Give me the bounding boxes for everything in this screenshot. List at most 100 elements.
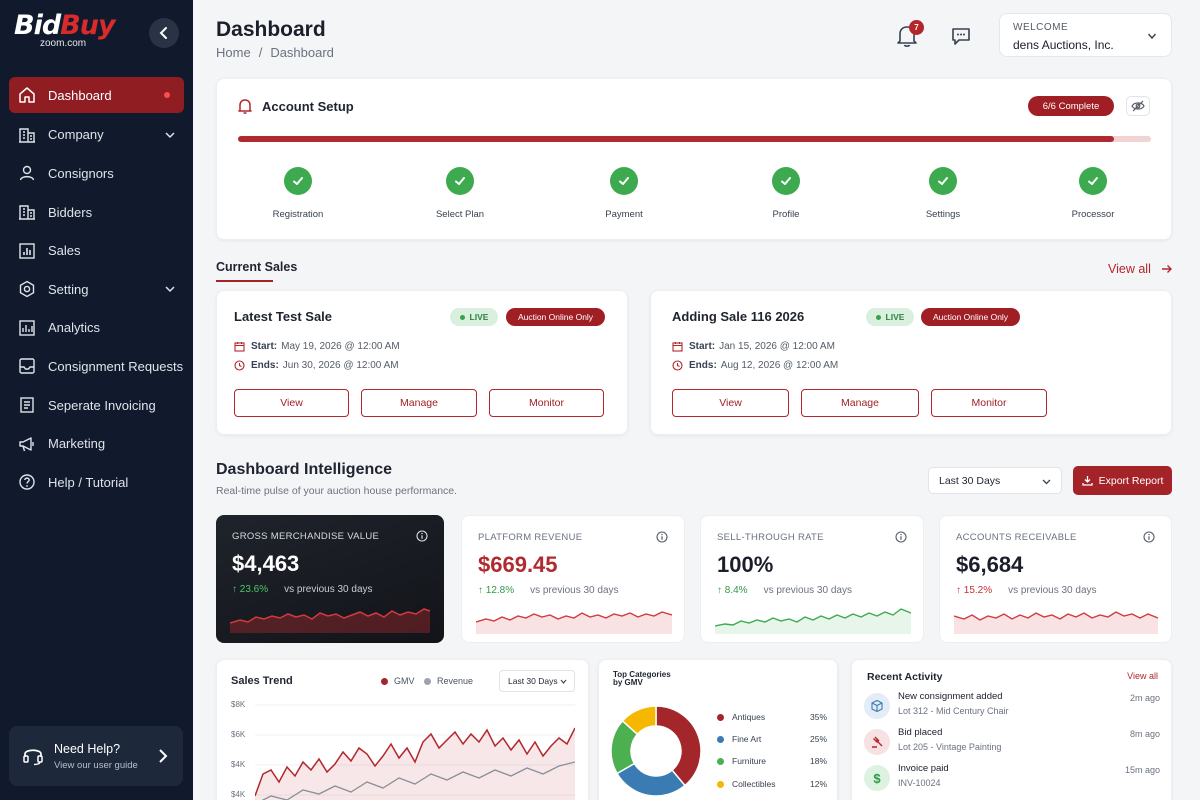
kpi-change: ↑ 12.8% vs previous 30 days <box>478 585 619 596</box>
view-all-activity-link[interactable]: View all <box>1127 671 1158 681</box>
kpi-card-revenue: PLATFORM REVENUE $669.45 ↑ 12.8% vs previ… <box>461 515 685 643</box>
eye-off-icon <box>1131 100 1145 112</box>
account-name: dens Auctions, Inc. <box>1013 38 1114 52</box>
breadcrumb-home[interactable]: Home <box>216 45 251 60</box>
collapse-sidebar-button[interactable] <box>149 18 179 48</box>
sidebar-item-help-tutorial[interactable]: Help / Tutorial <box>9 463 184 502</box>
activity-detail: Lot 205 - Vintage Painting <box>898 742 1002 752</box>
sidebar-item-consignors[interactable]: Consignors <box>9 154 184 193</box>
sidebar-item-setting[interactable]: Setting <box>9 270 184 309</box>
kpi-card-sell-through: SELL-THROUGH RATE 100% ↑ 8.4% vs previous… <box>700 515 924 643</box>
sidebar-item-consignment-requests[interactable]: Consignment Requests <box>9 347 184 386</box>
info-icon[interactable] <box>895 531 907 543</box>
sidebar-item-company[interactable]: Company <box>9 116 184 155</box>
check-circle-icon <box>1079 167 1107 195</box>
intelligence-subtitle: Real-time pulse of your auction house pe… <box>216 485 458 497</box>
sale-name: Adding Sale 116 2026 <box>672 309 805 324</box>
monitor-sale-button[interactable]: Monitor <box>931 389 1047 417</box>
view-all-label: View all <box>1108 262 1151 276</box>
megaphone-icon <box>17 434 37 454</box>
setup-step-processor: Processor <box>1043 167 1143 220</box>
sidebar-item-seperate-invoicing[interactable]: Seperate Invoicing <box>9 386 184 425</box>
analytics-icon <box>17 318 37 338</box>
setup-status-badge: 6/6 Complete <box>1028 96 1114 116</box>
category-row: Fine Art 25% <box>717 734 827 744</box>
setup-progress-fill <box>238 136 1115 142</box>
message-icon[interactable] <box>950 25 972 47</box>
trend-range-value: Last 30 Days <box>508 676 558 686</box>
donut-slice-collectibles[interactable] <box>621 705 657 736</box>
box-icon <box>864 693 890 719</box>
categories-donut-chart <box>610 705 702 797</box>
home-icon <box>17 85 37 105</box>
legend-revenue: Revenue <box>424 676 473 686</box>
setup-step-label: Settings <box>925 209 961 220</box>
calendar-icon <box>672 342 683 352</box>
category-row: Antiques 35% <box>717 712 827 722</box>
setup-progress-bar <box>238 136 1151 142</box>
kpi-change: ↑ 8.4% vs previous 30 days <box>717 585 852 596</box>
chart-doc-icon <box>17 241 37 261</box>
check-circle-icon <box>929 167 957 195</box>
info-icon[interactable] <box>656 531 668 543</box>
export-report-button[interactable]: Export Report <box>1073 466 1172 495</box>
kpi-label: ACCOUNTS RECEIVABLE <box>956 532 1077 543</box>
sidebar-item-sales[interactable]: Sales <box>9 231 184 270</box>
kpi-card-receivable: ACCOUNTS RECEIVABLE $6,684 ↑ 15.2% vs pre… <box>939 515 1172 643</box>
check-circle-icon <box>284 167 312 195</box>
sidebar-item-label: Consignment Requests <box>48 358 184 374</box>
activity-time: 8m ago <box>1129 729 1160 739</box>
sales-trend-chart <box>255 704 575 800</box>
view-sale-button[interactable]: View <box>672 389 789 417</box>
sidebar-item-label: Seperate Invoicing <box>48 397 156 413</box>
activity-item[interactable]: Bid placed Lot 205 - Vintage Painting 8m… <box>864 727 1160 761</box>
setup-step-label: Payment <box>605 209 643 220</box>
need-help-card[interactable]: Need Help? View our user guide <box>9 726 183 786</box>
sale-name: Latest Test Sale <box>234 309 333 324</box>
setup-step-label: Select Plan <box>435 209 485 220</box>
sell-through-sparkline <box>715 608 911 634</box>
sidebar-item-label: Sales <box>48 243 81 259</box>
download-icon <box>1081 476 1093 486</box>
y-tick-label: $4K <box>231 790 246 799</box>
chevron-down-icon <box>165 286 175 293</box>
notification-count-badge: 7 <box>909 20 924 35</box>
calendar-icon <box>234 342 245 352</box>
live-badge: LIVE <box>450 308 498 326</box>
manage-sale-button[interactable]: Manage <box>801 389 919 417</box>
revenue-sparkline <box>476 611 672 634</box>
sidebar-item-dashboard[interactable]: Dashboard <box>9 77 184 113</box>
gmv-sparkline <box>230 608 430 633</box>
auction-type-badge: Auction Online Only <box>506 308 605 326</box>
setup-step-label: Registration <box>272 209 324 220</box>
date-range-select[interactable]: Last 30 Days <box>928 467 1062 494</box>
kpi-value: $4,463 <box>232 551 300 576</box>
activity-item[interactable]: $ Invoice paid INV-10024 15m ago <box>864 763 1160 797</box>
sidebar-item-bidders[interactable]: Bidders <box>9 193 184 232</box>
manage-sale-button[interactable]: Manage <box>361 389 477 417</box>
setup-step-registration: Registration <box>248 167 348 220</box>
view-sale-button[interactable]: View <box>234 389 349 417</box>
account-switcher[interactable]: WELCOME dens Auctions, Inc. <box>999 13 1172 57</box>
trend-range-select[interactable]: Last 30 Days <box>499 670 575 692</box>
activity-detail: INV-10024 <box>898 778 941 788</box>
chevron-down-icon <box>560 679 567 684</box>
sale-start: Start: May 19, 2026 @ 12:00 AM <box>234 341 400 352</box>
building-icon <box>17 125 37 145</box>
info-icon[interactable] <box>1143 531 1155 543</box>
donut-slice-antiques[interactable] <box>655 705 702 787</box>
top-categories-card: Top Categories by GMV Antiques 35% Fine Ar… <box>598 659 838 800</box>
invoice-icon <box>17 395 37 415</box>
sidebar-item-marketing[interactable]: Marketing <box>9 424 184 463</box>
bidbuy-logo[interactable]: BidBuy zoom.com <box>14 10 116 50</box>
activity-item[interactable]: New consignment added Lot 312 - Mid Cent… <box>864 691 1160 725</box>
sidebar-item-analytics[interactable]: Analytics <box>9 309 184 348</box>
view-all-sales-link[interactable]: View all <box>1108 262 1173 276</box>
sidebar-item-label: Analytics <box>48 320 101 336</box>
hide-setup-button[interactable] <box>1126 96 1150 116</box>
info-icon[interactable] <box>416 530 428 542</box>
monitor-sale-button[interactable]: Monitor <box>489 389 604 417</box>
chevron-down-icon <box>1042 479 1051 485</box>
category-row: Furniture 18% <box>717 756 827 766</box>
sidebar-item-label: Help / Tutorial <box>48 474 129 490</box>
